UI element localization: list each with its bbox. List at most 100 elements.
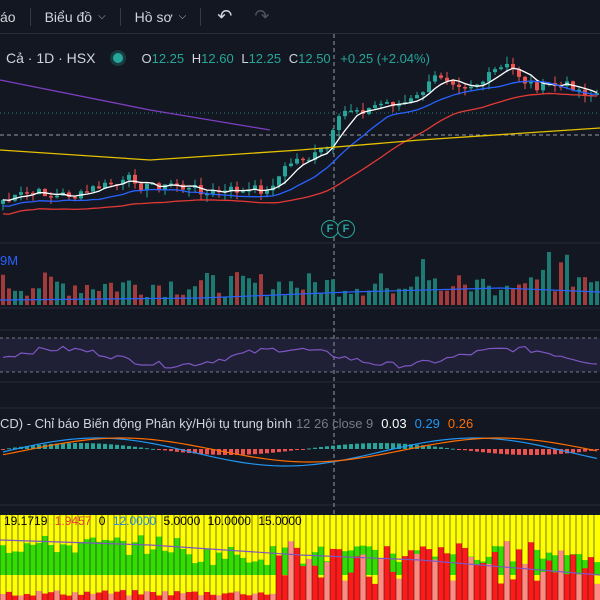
candle-body [91, 186, 95, 192]
ma-line-yellow [0, 127, 600, 161]
redo-icon[interactable]: ↷ [254, 6, 270, 26]
profile-menu[interactable]: Hồ sơ ⌵ [135, 9, 187, 25]
indicator-bar-green [138, 535, 144, 575]
volume-bar [505, 285, 509, 305]
indicator-bar-green [450, 554, 456, 575]
indicator-bar-red [6, 591, 12, 600]
volume-bar [127, 280, 131, 305]
indicator-bar-green [210, 564, 216, 575]
symbol-title[interactable]: Cả · 1D · HSX [6, 50, 96, 66]
market-status-icon [113, 53, 124, 63]
indicator-bar-red [78, 594, 84, 600]
indicator-value: 19.1719 [4, 514, 48, 528]
volume-bar [103, 283, 107, 305]
indicator-bar-red [228, 592, 234, 600]
volume-bar [133, 284, 137, 305]
indicator-bar-green [102, 539, 108, 575]
indicator-bar-green [252, 561, 258, 575]
indicator-bar-red [522, 563, 528, 600]
indicator-bar-red [210, 594, 216, 600]
volume-bar [493, 295, 497, 305]
volume-bar [97, 290, 101, 305]
trend-line [0, 79, 271, 131]
indicator-bar-green [120, 540, 126, 575]
indicator-bar-red [324, 562, 330, 600]
macd-histogram-bar [289, 449, 293, 451]
indicator-bar-red [432, 559, 438, 600]
volume-bar [43, 272, 47, 305]
macd-histogram-bar [169, 449, 173, 452]
volume-bar [409, 286, 413, 305]
toolbar-divider [200, 7, 202, 26]
candle-body [175, 183, 179, 185]
indicator-bar-red [552, 572, 558, 600]
low-key: L [241, 50, 249, 66]
indicator-bar-green [282, 547, 288, 575]
macd-histogram-bar [157, 449, 161, 450]
volume-bar [553, 291, 557, 305]
indicator-bar-green [60, 544, 66, 575]
indicator-bar-green [84, 539, 90, 575]
menu-item-partial[interactable]: áo [0, 9, 16, 25]
financial-event-icon[interactable]: F [337, 220, 355, 238]
undo-icon[interactable]: ↶ [217, 6, 233, 26]
indicator-bar-red [144, 591, 150, 600]
candle-body [457, 84, 461, 87]
macd-histogram-bar [337, 445, 341, 449]
volume-bar [139, 294, 143, 305]
menu-item-partial-label: áo [0, 8, 16, 25]
rsi-band [0, 338, 600, 372]
macd-histogram-bar [73, 443, 77, 449]
indicator-bar-green [198, 561, 204, 575]
volume-bar [457, 275, 461, 305]
candle-body [169, 183, 173, 185]
indicator-bar-red [384, 546, 390, 600]
macd-histogram-bar [25, 446, 29, 449]
indicator-bar-green [390, 553, 396, 575]
chart-menu[interactable]: Biểu đồ ⌵ [45, 9, 106, 25]
indicator-bar-green [396, 561, 402, 575]
macd-histogram-bar [463, 449, 467, 451]
indicator-bar-red [348, 572, 354, 600]
candle-body [31, 192, 35, 195]
candle-body [505, 64, 509, 68]
macd-histogram-bar [457, 449, 461, 450]
candle-body [439, 75, 443, 78]
volume-bar [469, 291, 473, 305]
indicator-bar-green [540, 558, 546, 575]
rsi-line [2, 345, 598, 369]
volume-bar [595, 281, 599, 305]
candle-body [199, 185, 203, 195]
candle-body [151, 183, 155, 185]
macd-histogram-bar [85, 443, 89, 449]
macd-histogram-bar [235, 449, 239, 455]
macd-histogram-bar [553, 449, 557, 455]
indicator-bar-green [234, 554, 240, 575]
indicator-bar-red [396, 578, 402, 600]
macd-histogram-bar [511, 449, 515, 455]
macd-histogram-bar [349, 444, 353, 449]
indicator-bar-red [444, 553, 450, 600]
indicator-bar-green [366, 546, 372, 575]
indicator-bar-green [6, 552, 12, 575]
indicator-bar-red [156, 595, 162, 600]
macd-legend[interactable]: CD) - Chỉ báo Biến động Phân kỳ/Hội tụ t… [0, 416, 473, 431]
candle-body [319, 147, 323, 153]
high-value: 12.60 [201, 50, 234, 66]
candle-body [499, 67, 503, 70]
indicator-bar-green [36, 542, 42, 575]
indicator-bar-red [138, 594, 144, 600]
volume-bar [1, 274, 5, 305]
indicator-bar-red [114, 591, 120, 600]
indicator-bar-green [204, 548, 210, 575]
macd-histogram-bar [109, 444, 113, 449]
candle-body [103, 182, 107, 189]
macd-histogram-bar [193, 449, 197, 454]
candle-body [409, 98, 413, 103]
bottom-indicator-legend: 19.1719 1.9457 0 12.0000 5.0000 10.0000 … [4, 514, 306, 528]
candle-body [259, 185, 263, 194]
volume-bar [529, 277, 533, 305]
macd-histogram-bar [367, 443, 371, 449]
candle-body [205, 193, 209, 196]
